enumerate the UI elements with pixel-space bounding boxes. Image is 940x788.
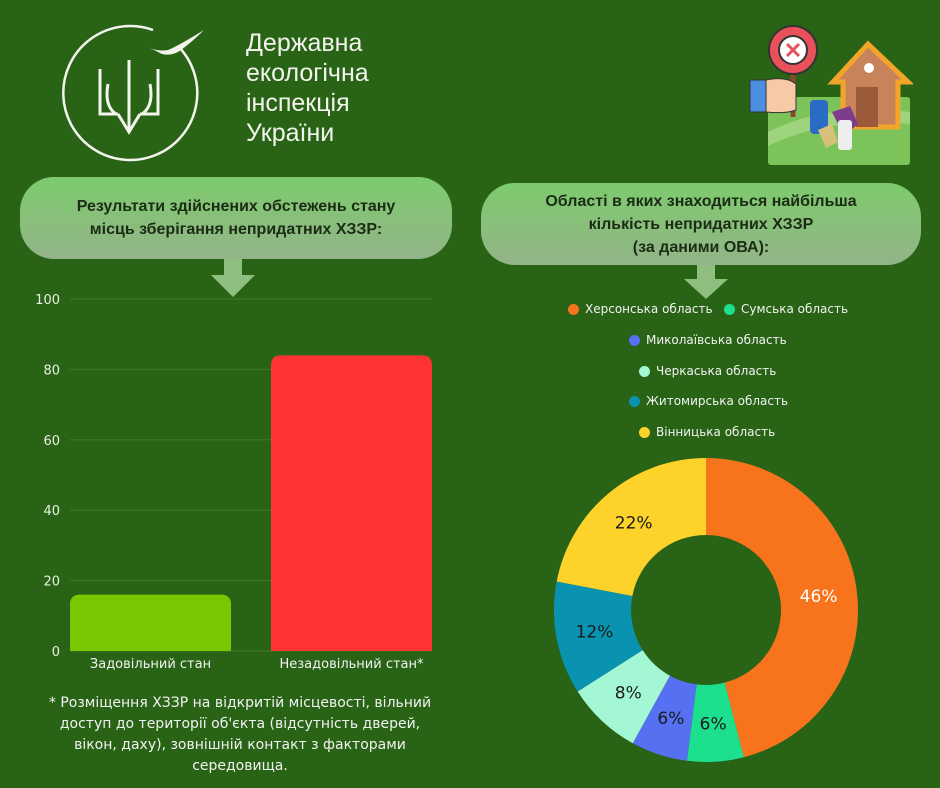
donut-legend: Херсонська область Сумська область Микол… <box>560 300 860 445</box>
legend-label: Сумська область <box>741 302 849 316</box>
y-tick-label: 0 <box>52 645 60 660</box>
org-name: Державна екологічна інспекція України <box>246 28 369 148</box>
donut-slice <box>706 458 859 758</box>
arrow-down-icon <box>211 259 255 303</box>
title-line: місць зберігання непридатних ХЗЗР: <box>89 221 383 238</box>
title-line: кількість непридатних ХЗЗР <box>588 215 814 233</box>
title-line: Результати здійснених обстежень стану <box>76 198 396 215</box>
legend-item: Вінницька область <box>639 425 775 439</box>
slice-value-label: 6% <box>657 709 684 729</box>
legend-label: Вінницька область <box>656 425 776 439</box>
legend-item: Черкаська область <box>639 364 776 378</box>
donut-chart: 46% 6% 6% 8% 12% 22% <box>554 458 859 762</box>
legend-label: Миколаївська область <box>646 333 787 347</box>
org-name-line: інспекція <box>246 89 350 117</box>
donut-slice <box>632 675 697 761</box>
legend-label: Черкаська область <box>656 364 777 378</box>
legend-item: Сумська область <box>724 302 848 316</box>
legend-item: Херсонська область <box>568 302 713 316</box>
logo <box>58 24 208 164</box>
title-line: Області в яких знаходиться найбільша <box>545 192 857 210</box>
slice-value-label: 46% <box>800 587 838 607</box>
legend-swatch <box>629 334 640 346</box>
org-name-line: Державна <box>246 29 363 57</box>
org-name-line: України <box>246 119 335 147</box>
slice-value-label: 22% <box>615 514 653 534</box>
title-line: (за даними ОВА): <box>632 238 770 256</box>
legend-swatch <box>639 365 650 377</box>
org-name-line: екологічна <box>246 59 369 87</box>
slice-value-label: 6% <box>700 714 727 734</box>
footnote: * Розміщення ХЗЗР на відкритій місцевост… <box>48 695 432 774</box>
legend-item: Миколаївська область <box>629 333 787 347</box>
right-panel-title: Області в яких знаходиться найбільша кіл… <box>481 183 921 265</box>
y-tick-label: 20 <box>43 575 60 590</box>
bar-chart: 0 20 40 60 80 100 Задовільний стан Незадовільни… <box>35 293 432 672</box>
y-tick-label: 100 <box>35 293 60 308</box>
slice-value-label: 12% <box>576 622 614 642</box>
illustration-waste-storage <box>748 22 915 167</box>
slice-value-label: 8% <box>615 684 642 704</box>
left-panel-title: Результати здійснених обстежень стану мі… <box>20 177 452 259</box>
legend-item: Житомирська область <box>629 394 788 408</box>
donut-slice <box>556 458 706 596</box>
legend-swatch <box>568 303 579 315</box>
x-category-label: Задовільний стан <box>90 657 211 672</box>
x-category-label: Незадовільний стан* <box>279 657 424 672</box>
legend-swatch <box>724 303 735 315</box>
donut-slice <box>554 581 643 692</box>
legend-label: Житомирська область <box>646 394 789 408</box>
legend-swatch <box>639 426 650 438</box>
y-tick-label: 60 <box>43 434 60 449</box>
legend-swatch <box>629 395 640 407</box>
bar <box>271 355 432 651</box>
y-tick-label: 40 <box>43 504 60 519</box>
donut-slice <box>686 682 744 762</box>
y-tick-label: 80 <box>43 363 60 378</box>
trident-emblem-icon <box>62 24 204 162</box>
bar <box>70 594 231 651</box>
donut-slice <box>577 650 670 744</box>
arrow-down-icon <box>684 265 728 305</box>
legend-label: Херсонська область <box>585 302 713 316</box>
